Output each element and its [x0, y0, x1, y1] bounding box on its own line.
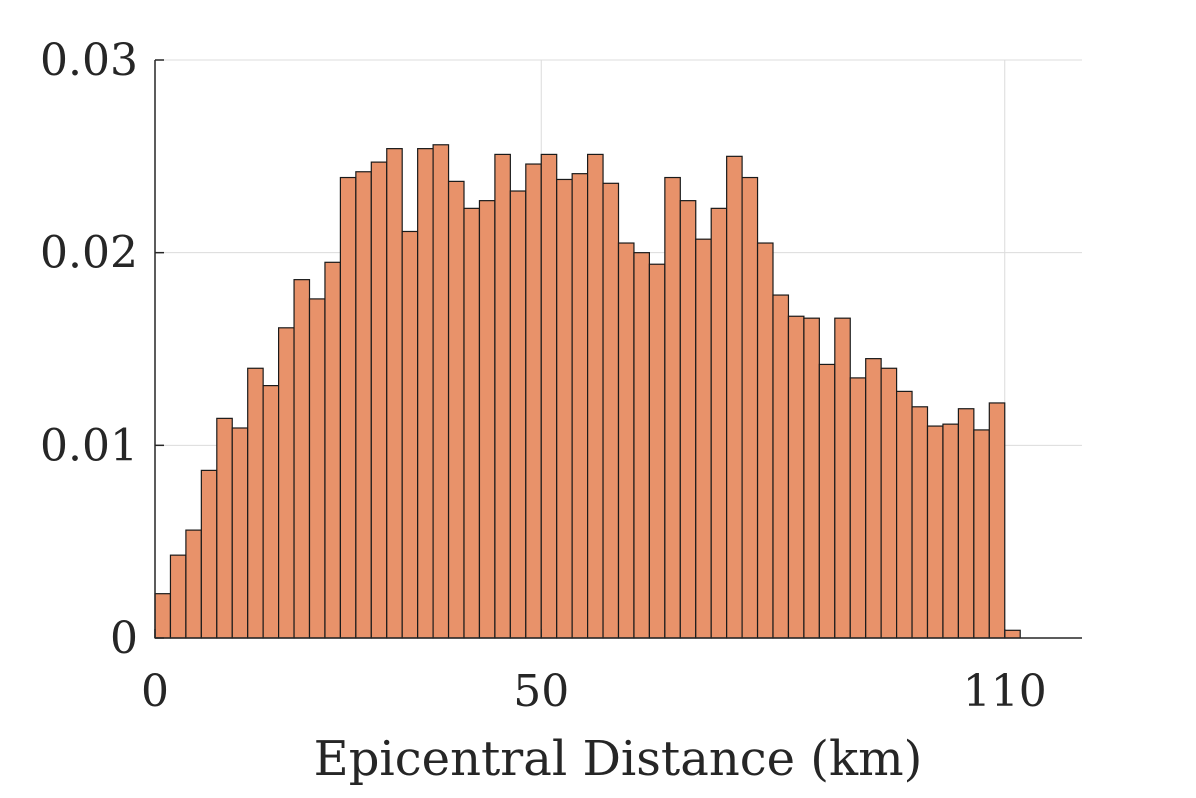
histogram-bar [339, 176, 357, 639]
histogram-bar [617, 242, 635, 639]
histogram-bar [849, 377, 867, 639]
histogram-bar [741, 176, 759, 639]
histogram-bar [247, 367, 264, 639]
histogram-bar [942, 423, 960, 639]
histogram-bar [664, 176, 681, 639]
histogram-bar [478, 200, 496, 639]
x-tick-label: 50 [513, 666, 569, 717]
histogram-bar [586, 153, 604, 639]
histogram-bar [540, 153, 558, 639]
histogram-bar [957, 408, 975, 639]
y-tick-label: 0 [110, 613, 138, 664]
histogram-bar [973, 429, 990, 639]
y-tick-label: 0.02 [40, 228, 138, 279]
x-tick-label: 0 [141, 666, 169, 717]
histogram-bar [648, 263, 666, 639]
histogram-bar [571, 173, 589, 639]
histogram-bar [355, 171, 372, 639]
histogram-bar [525, 163, 542, 639]
histogram-bar [308, 298, 326, 639]
x-tick-labels: 0 50 110 [141, 666, 1047, 717]
histogram-bar [818, 363, 836, 639]
histogram-bar [602, 182, 620, 639]
histogram-bar [1004, 629, 1021, 639]
histogram-bar [169, 554, 187, 639]
histogram-bar [463, 207, 481, 639]
histogram-bar [679, 200, 697, 639]
histogram-bar [556, 178, 573, 639]
y-tick-label: 0.03 [40, 35, 138, 86]
histogram-bar [865, 358, 882, 639]
histogram-bar [278, 327, 295, 639]
histogram-bars [154, 144, 1021, 639]
histogram-bar [494, 153, 511, 639]
y-tick-label: 0.01 [40, 420, 138, 471]
histogram-bar [417, 148, 434, 639]
x-tick-label: 110 [963, 666, 1047, 717]
histogram-bar [447, 180, 465, 639]
histogram-bar [262, 385, 280, 639]
histogram-bar [401, 230, 419, 639]
x-axis-label: Epicentral Distance (km) [314, 731, 923, 787]
histogram-bar [988, 402, 1006, 639]
histogram-bar [895, 390, 913, 639]
histogram-bar [386, 148, 403, 639]
histogram-bar [772, 294, 790, 639]
histogram-bar [880, 367, 898, 639]
histogram-bar [695, 238, 712, 639]
y-tick-labels: 0 0.01 0.02 0.03 [40, 35, 138, 664]
histogram-bar [185, 529, 202, 639]
histogram-bar [200, 469, 218, 639]
histogram-bar [756, 242, 774, 639]
histogram-bar [432, 144, 450, 639]
histogram-bar [926, 425, 944, 639]
histogram-bar [787, 315, 805, 639]
histogram-bar [154, 593, 172, 639]
histogram-bar [370, 161, 388, 639]
histogram-bar [293, 279, 311, 639]
histogram-bar [633, 252, 651, 639]
histogram-bar [911, 406, 929, 639]
histogram-bar [324, 261, 342, 639]
histogram-bar [710, 207, 728, 639]
histogram-bar [509, 190, 527, 639]
histogram-bar [231, 427, 249, 639]
histogram-bar [216, 417, 233, 639]
histogram-bar [803, 317, 820, 639]
axes [154, 59, 1082, 639]
histogram-bar [834, 317, 851, 639]
histogram-bar [726, 155, 743, 639]
